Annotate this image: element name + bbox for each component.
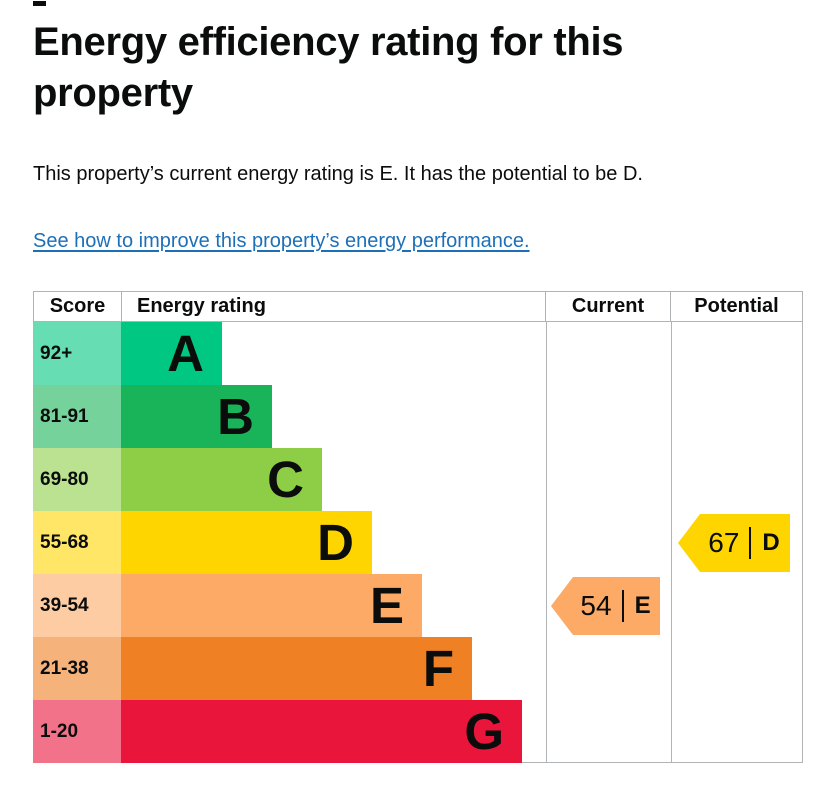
intro-text: This property’s current energy rating is… <box>33 163 643 185</box>
column-header-energy-rating: Energy rating <box>122 292 546 321</box>
current-rating-band: E <box>634 592 651 619</box>
current-rating-arrow: 54 E <box>551 577 660 635</box>
band-bar-e: E <box>121 574 422 637</box>
chart-body: 92+ A 81-91 B 69-80 C 55-68 D 39-54 E 21-38 F 1-20 G … <box>33 322 803 763</box>
column-header-potential: Potential <box>694 295 779 317</box>
potential-rating-value: 67 <box>708 527 740 558</box>
score-range-g: 1-20 <box>33 700 121 763</box>
score-range-a: 92+ <box>33 322 121 385</box>
chart-header-row: Score Energy rating Current Potential <box>33 291 803 322</box>
band-bar-f: F <box>121 637 472 700</box>
current-rating-value: 54 <box>580 590 612 621</box>
improve-performance-link[interactable]: See how to improve this property’s energ… <box>33 230 530 252</box>
grid-line-table-right <box>802 322 803 762</box>
band-row-d: 55-68 D <box>33 511 803 574</box>
potential-rating-arrow: 67 D <box>678 514 790 572</box>
band-row-e: 39-54 E <box>33 574 803 637</box>
score-range-c: 69-80 <box>33 448 121 511</box>
score-range-f: 21-38 <box>33 637 121 700</box>
score-range-b: 81-91 <box>33 385 121 448</box>
band-row-c: 69-80 C <box>33 448 803 511</box>
band-bar-b: B <box>121 385 272 448</box>
score-range-e: 39-54 <box>33 574 121 637</box>
column-header-score: Score <box>34 292 122 321</box>
grid-line-current-left <box>546 322 547 762</box>
potential-rating-band: D <box>762 529 780 556</box>
band-row-a: 92+ A <box>33 322 803 385</box>
band-bar-c: C <box>121 448 322 511</box>
energy-rating-chart: Score Energy rating Current Potential 92… <box>33 291 803 763</box>
score-range-d: 55-68 <box>33 511 121 574</box>
cropped-content-fragment <box>33 1 46 6</box>
band-bar-a: A <box>121 322 222 385</box>
band-bar-d: D <box>121 511 372 574</box>
arrow-divider <box>621 590 624 622</box>
grid-line-current-right <box>671 322 672 762</box>
page-title: Energy efficiency rating for this proper… <box>33 20 624 115</box>
band-row-b: 81-91 B <box>33 385 803 448</box>
band-bar-g: G <box>121 700 522 763</box>
band-row-g: 1-20 G <box>33 700 803 763</box>
arrow-divider <box>749 527 752 559</box>
column-header-current: Current <box>546 292 671 321</box>
band-row-f: 21-38 F <box>33 637 803 700</box>
